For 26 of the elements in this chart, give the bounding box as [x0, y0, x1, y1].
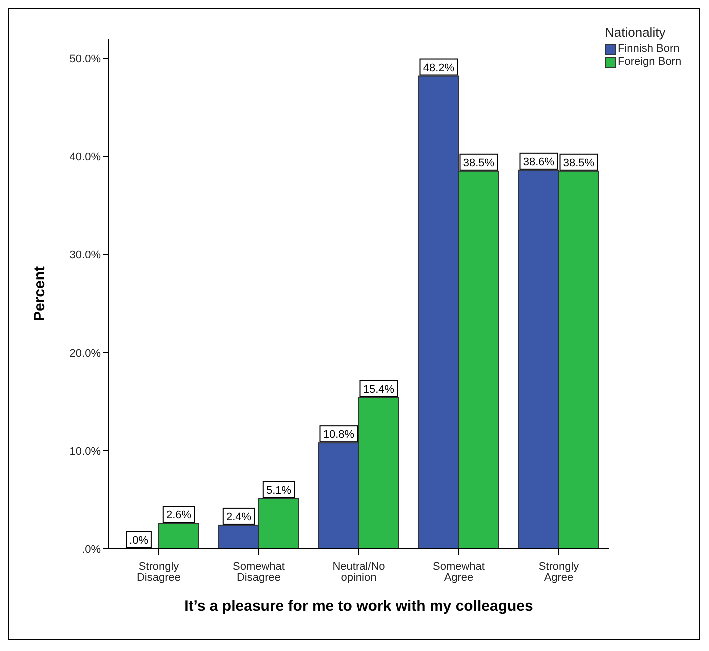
x-axis-title: It’s a pleasure for me to work with my colleagues: [184, 598, 534, 615]
data-label: .0%: [130, 535, 149, 547]
legend-title: Nationality: [605, 25, 667, 40]
x-tick-label: Neutral/No opinion: [332, 561, 386, 584]
y-tick-label: 40.0%: [70, 152, 102, 164]
x-tick-label: Strongly Disagree: [136, 561, 182, 584]
data-label: 48.2%: [423, 62, 455, 74]
y-tick-label: 20.0%: [70, 348, 102, 360]
data-label: 38.5%: [563, 157, 595, 170]
data-label: 15.4%: [363, 384, 395, 396]
x-tick-label: Somewhat Disagree: [233, 561, 285, 584]
y-tick-label: 50.0%: [70, 54, 102, 66]
data-label: 10.8%: [323, 429, 355, 442]
y-tick-label: .0%: [82, 544, 102, 556]
data-label: 38.5%: [463, 157, 495, 170]
y-axis-title: Percent: [31, 266, 48, 322]
data-label: 2.4%: [226, 511, 252, 524]
x-tick-label: Strongly Agree: [538, 561, 580, 584]
x-tick-label: Somewhat Agree: [433, 561, 485, 584]
data-label: 5.1%: [266, 484, 292, 497]
legend-label: Finnish Born: [617, 43, 681, 56]
data-label: 38.6%: [523, 156, 555, 168]
legend-label: Foreign Born: [617, 56, 683, 69]
y-tick-label: 10.0%: [70, 446, 102, 458]
data-label: 2.6%: [166, 510, 192, 522]
y-tick-label: 30.0%: [70, 250, 102, 262]
